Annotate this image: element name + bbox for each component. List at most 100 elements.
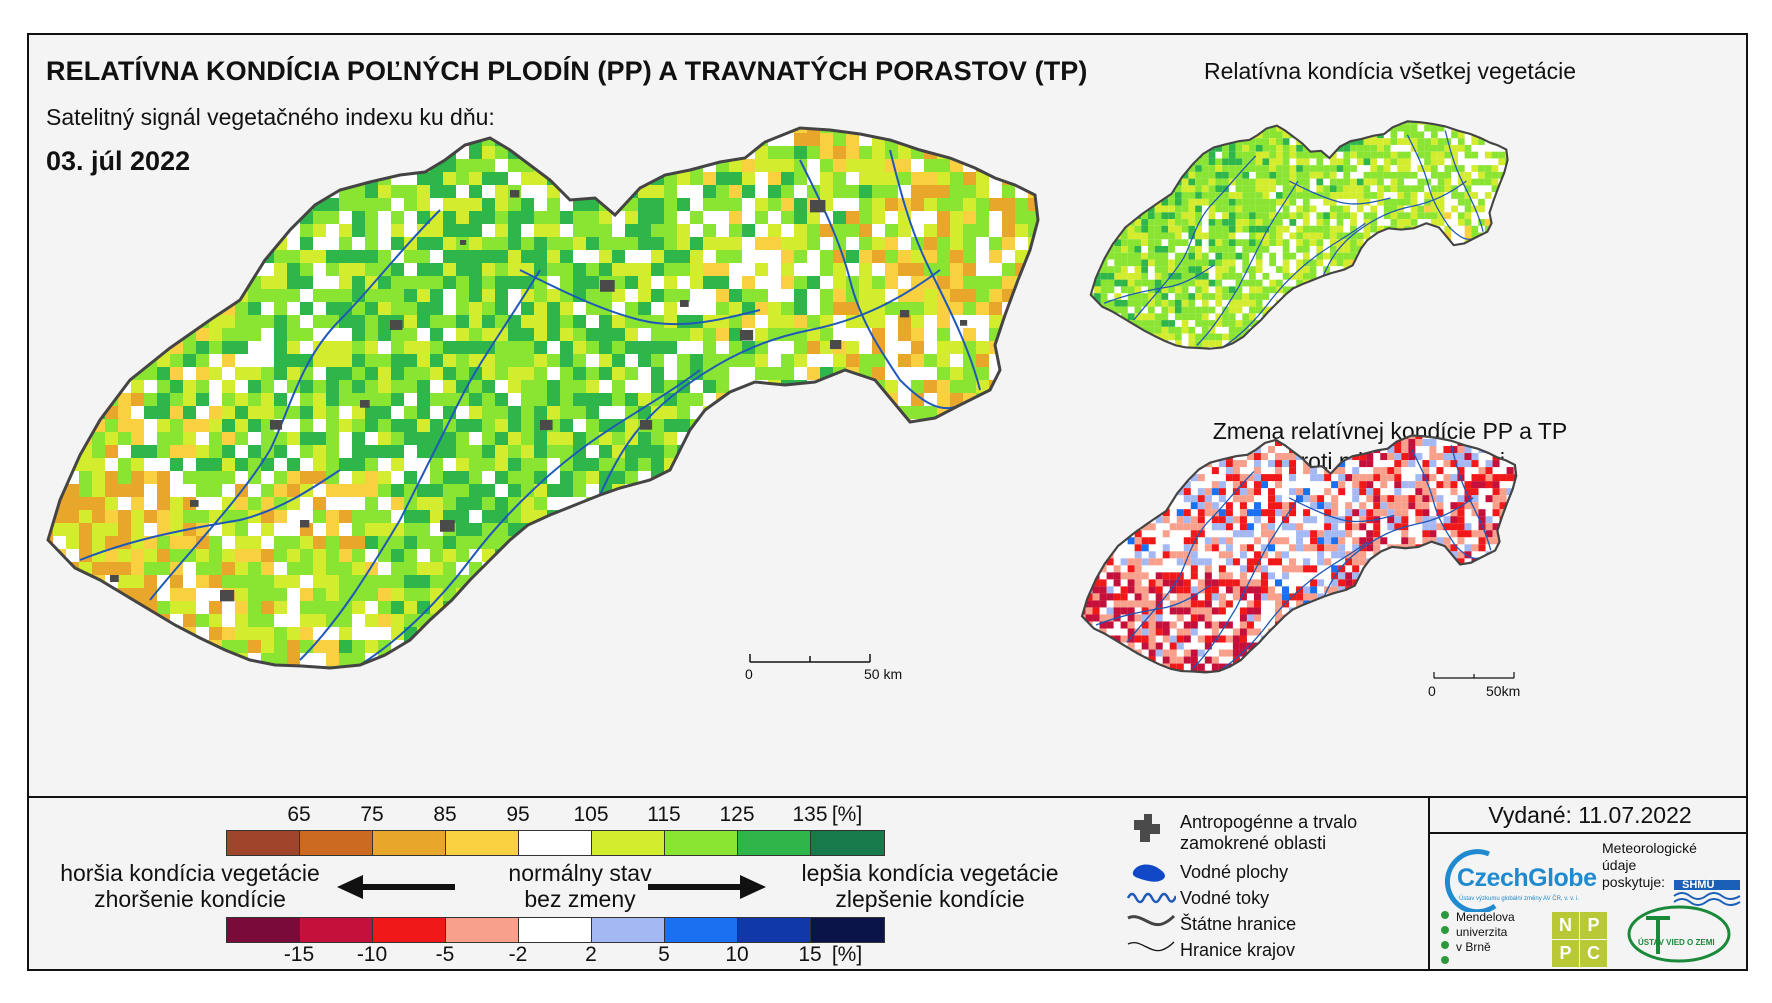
tick-label: 10 [725, 943, 749, 966]
met-line3: poskytuje: [1602, 874, 1666, 890]
tick-label: 5 [658, 943, 670, 966]
page-subtitle: Satelitný signál vegetačného indexu ku d… [46, 104, 495, 130]
inset-top-title: Relatívna kondícia všetkej vegetácie [1203, 58, 1577, 84]
color-swatch [519, 918, 592, 942]
met-line1: Meteorologické [1602, 840, 1697, 856]
color-swatch [300, 831, 373, 855]
color-swatch [738, 831, 811, 855]
uvoz-logo: ÚSTAV VIED O ZEMI [1624, 904, 1734, 964]
worse-condition-label: horšia kondícia vegetácie zhoršenie kond… [40, 860, 340, 912]
urban-areas-layer [110, 190, 968, 602]
color-swatch [519, 831, 592, 855]
shmu-text: SHMÚ [1682, 879, 1715, 891]
change-color-bar [226, 917, 885, 943]
better-label-line1: lepšia kondícia vegetácie [801, 860, 1059, 886]
mendel-dots-icon [1441, 911, 1449, 964]
color-swatch [373, 918, 446, 942]
arrow-right-icon [648, 875, 766, 899]
condition-color-bar [226, 830, 885, 856]
main-scale-bar [749, 654, 871, 663]
legend-water-label: Vodné plochy [1180, 862, 1289, 882]
rivers-layer [79, 149, 981, 666]
region-border-icon [1127, 941, 1175, 952]
legend-vertical-divider [1428, 796, 1430, 969]
czechglobe-arc-icon [1444, 849, 1497, 912]
page-title: RELATÍVNA KONDÍCIA POĽNÝCH PLODÍN (PP) A… [46, 56, 1088, 86]
tick-label: 95 [506, 803, 530, 826]
nppc-letter: C [1580, 940, 1607, 967]
color-swatch [811, 918, 884, 942]
tick-label: 125 [719, 803, 755, 826]
tick-label: 2 [585, 943, 597, 966]
tick-label: 15 [798, 943, 822, 966]
color-swatch [227, 918, 300, 942]
color-swatch [592, 918, 665, 942]
worse-label-line2: zhoršenie kondície [94, 886, 286, 912]
arrow-left-icon [337, 875, 455, 899]
inset-scale-zero: 0 [1428, 683, 1436, 699]
tick-label: 75 [360, 803, 384, 826]
tick-label: 85 [433, 803, 457, 826]
tick-label: 105 [573, 803, 609, 826]
state-border [46, 126, 1040, 670]
main-condition-map [46, 126, 1040, 670]
legend-divider [29, 796, 1746, 798]
color-swatch [227, 831, 300, 855]
color-swatch [446, 918, 519, 942]
uvoz-seal-icon [1627, 905, 1731, 963]
condition-change-map [1080, 434, 1518, 674]
czechglobe-subtext: Ústav výzkumu globální změny AV ČR, v. v… [1459, 896, 1580, 902]
nppc-letter: P [1580, 912, 1607, 939]
legend-region-border-label: Hranice krajov [1180, 940, 1296, 960]
urban-area-icon [1134, 814, 1160, 842]
inset-bottom-title-line1: Zmena relatívnej kondície PP a TP [1212, 418, 1568, 444]
color-swatch [300, 918, 373, 942]
legend-urban-label: Antropogénne a trvalo zamokrené oblasti [1180, 812, 1358, 853]
color-swatch [665, 831, 738, 855]
czechglobe-logo: CzechGlobe Ústav výzkumu globální změny … [1437, 848, 1597, 918]
tick-label: [%] [831, 803, 863, 826]
czechglobe-text: CzechGlobe [1457, 864, 1597, 892]
shmu-logo: SHMÚ [1672, 872, 1742, 908]
tick-label: [%] [831, 943, 863, 966]
inset-scale-end: 50km [1486, 683, 1521, 699]
color-swatch [665, 918, 738, 942]
inset-scale-bar [1433, 672, 1515, 679]
mendel-line3: v Brně [1456, 940, 1491, 954]
nppc-logo: N P P C [1552, 912, 1607, 967]
tick-label: 65 [287, 803, 311, 826]
legend-state-border-label: Štátne hranice [1180, 914, 1297, 934]
tick-label: -15 [283, 943, 315, 966]
better-label-line2: zlepšenie kondície [835, 886, 1025, 912]
mendel-line2: univerzita [1456, 925, 1508, 939]
issued-divider [1428, 832, 1746, 834]
all-vegetation-condition-map [1089, 120, 1509, 350]
river-icon [1126, 892, 1176, 904]
met-line2: údaje [1602, 857, 1637, 873]
normal-label-line2: bez zmeny [524, 886, 636, 912]
tick-label: 115 [647, 803, 681, 826]
reference-date: 03. júl 2022 [46, 146, 191, 176]
better-condition-label: lepšia kondícia vegetácie zlepšenie kond… [780, 860, 1080, 912]
normal-label-line1: normálny stav [508, 860, 652, 886]
color-swatch [592, 831, 665, 855]
shmu-wave-icon [1673, 880, 1741, 906]
issued-date: Vydané: 11.07.2022 [1488, 802, 1692, 828]
main-scale-end: 50 km [864, 666, 903, 682]
uvoz-text: ÚSTAV VIED O ZEMI [1638, 938, 1715, 947]
tick-label: -10 [356, 943, 388, 966]
tick-label: -2 [508, 943, 528, 966]
tick-label: -5 [435, 943, 455, 966]
water-body-icon [1132, 864, 1165, 882]
color-swatch [811, 831, 884, 855]
mendel-logo: Mendelova univerzita v Brně [1441, 910, 1515, 964]
state-border-icon [1127, 914, 1176, 927]
main-scale-zero: 0 [745, 666, 753, 682]
nppc-letter: P [1552, 940, 1579, 967]
legend-river-label: Vodné toky [1180, 888, 1270, 908]
normal-condition-label: normálny stav bez zmeny [450, 860, 710, 912]
tick-label: 135 [792, 803, 828, 826]
mendel-line1: Mendelova [1456, 910, 1515, 924]
color-swatch [446, 831, 519, 855]
color-swatch [738, 918, 811, 942]
